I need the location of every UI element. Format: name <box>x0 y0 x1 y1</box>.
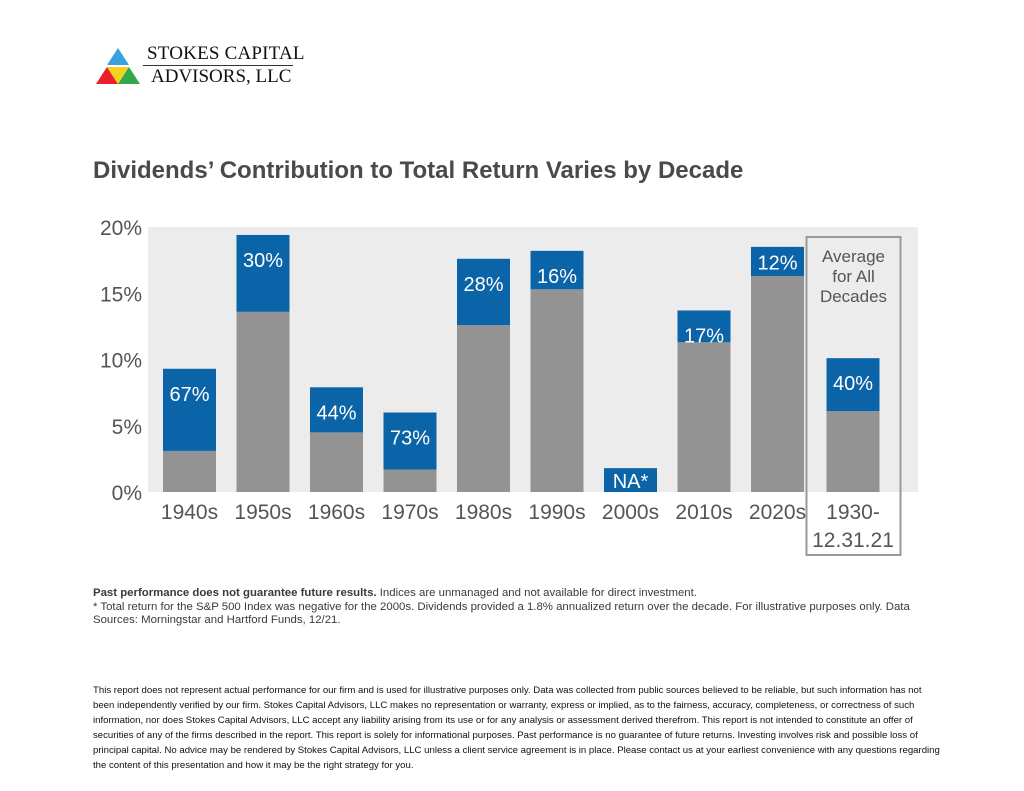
notes-line-1-rest: Indices are unmanaged and not available … <box>376 587 697 599</box>
chart-svg: 0% 5% 10% 15% 20% 67% 1940s 30% 1950s 44% 1960s 73%… <box>100 217 918 556</box>
data-label: 67% <box>169 384 209 406</box>
logo-rule <box>143 65 293 66</box>
price-bar <box>163 450 216 492</box>
y-tick-label: 10% <box>100 350 142 373</box>
data-label: 73% <box>390 428 430 450</box>
x-tick-label: 2000s <box>602 501 659 524</box>
average-box-label: Average <box>822 247 885 266</box>
chart-notes: Past performance does not guarantee futu… <box>93 587 933 628</box>
company-logo: STOKES CAPITAL ADVISORS, LLC <box>95 44 305 90</box>
average-highlight-box <box>805 236 902 556</box>
price-bar <box>826 411 880 492</box>
data-label: 44% <box>316 402 356 424</box>
average-box-label: Decades <box>820 287 887 306</box>
price-bar <box>236 311 290 492</box>
logo-line-1: STOKES CAPITAL <box>147 43 305 64</box>
dividend-bar <box>530 250 584 290</box>
x-tick-label: 2010s <box>675 501 732 524</box>
dividend-bar <box>310 387 363 433</box>
dividend-bar <box>677 310 731 343</box>
logo-line-2: ADVISORS, LLC <box>151 66 292 87</box>
data-label: NA* <box>613 471 649 493</box>
data-label: 17% <box>684 325 724 347</box>
price-bar <box>677 342 731 492</box>
disclaimer-text: This report does not represent actual pe… <box>93 685 940 771</box>
x-tick-label: 1930- <box>826 501 880 524</box>
x-tick-label: 1950s <box>234 501 291 524</box>
x-tick-label: 1970s <box>381 501 438 524</box>
y-tick-label: 5% <box>112 416 142 439</box>
y-tick-label: 0% <box>112 482 142 505</box>
y-tick-label: 15% <box>100 283 142 306</box>
price-bar <box>310 432 363 492</box>
chart-title: Dividends’ Contribution to Total Return … <box>93 157 744 184</box>
data-label: 16% <box>537 266 577 288</box>
data-label: 12% <box>757 252 797 274</box>
price-bar <box>530 289 584 492</box>
price-bar <box>383 469 437 492</box>
x-tick-label: 1940s <box>161 501 218 524</box>
x-tick-label: 1960s <box>308 501 365 524</box>
dividend-bar <box>826 358 880 412</box>
y-tick-label: 20% <box>100 217 142 240</box>
dividend-bar <box>604 468 657 492</box>
x-tick-label: 2020s <box>749 501 806 524</box>
x-tick-label: 12.31.21 <box>812 529 894 552</box>
data-label: 28% <box>463 274 503 296</box>
data-label: 40% <box>833 373 873 395</box>
average-box-label: for All <box>832 267 875 286</box>
dividend-bar <box>751 246 804 277</box>
dividend-bar <box>236 234 290 312</box>
dividend-bar <box>457 258 510 326</box>
data-label: 30% <box>243 250 283 272</box>
logo-triangles-icon <box>96 48 140 84</box>
bar-chart: 0% 5% 10% 15% 20% 67% 1940s 30% 1950s 44% 1960s 73%… <box>90 212 930 562</box>
dividend-bar <box>383 412 437 470</box>
notes-line-1: Past performance does not guarantee futu… <box>93 587 933 601</box>
price-bar <box>751 276 804 492</box>
x-tick-label: 1990s <box>528 501 585 524</box>
x-tick-label: 1980s <box>455 501 512 524</box>
dividend-bar <box>163 368 216 451</box>
price-bar <box>457 325 510 492</box>
notes-line-2: * Total return for the S&P 500 Index was… <box>93 600 910 627</box>
notes-bold: Past performance does not guarantee futu… <box>93 587 377 599</box>
logo-wordmark: STOKES CAPITAL ADVISORS, LLC <box>143 43 305 87</box>
